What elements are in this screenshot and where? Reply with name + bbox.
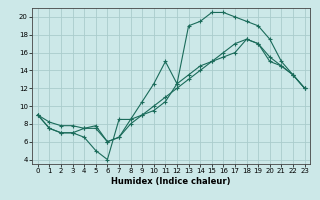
X-axis label: Humidex (Indice chaleur): Humidex (Indice chaleur)	[111, 177, 231, 186]
